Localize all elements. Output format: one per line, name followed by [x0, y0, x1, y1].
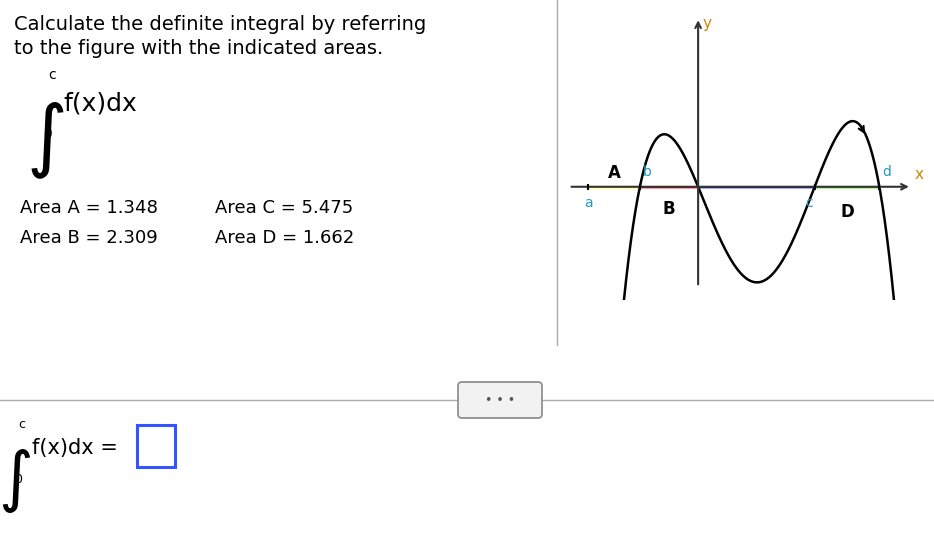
- Text: $\int$: $\int$: [0, 447, 32, 515]
- Text: b: b: [644, 165, 652, 179]
- Text: D: D: [840, 203, 854, 221]
- Text: d: d: [883, 165, 891, 179]
- Text: Area C = 5.475: Area C = 5.475: [215, 199, 353, 217]
- Text: Area D = 1.662: Area D = 1.662: [215, 229, 354, 247]
- FancyBboxPatch shape: [458, 382, 542, 418]
- Text: f(x)dx =: f(x)dx =: [32, 438, 118, 458]
- Text: 0: 0: [44, 127, 52, 141]
- Text: $\int$: $\int$: [26, 100, 64, 180]
- Text: A: A: [607, 164, 620, 182]
- Text: 0: 0: [14, 473, 22, 486]
- Text: c: c: [49, 68, 56, 82]
- Text: • • •: • • •: [485, 393, 515, 406]
- Text: c: c: [19, 418, 25, 431]
- Text: Area A = 1.348: Area A = 1.348: [20, 199, 158, 217]
- Text: Calculate the definite integral by referring: Calculate the definite integral by refer…: [14, 15, 426, 34]
- Text: C: C: [747, 109, 759, 127]
- Text: a: a: [584, 196, 592, 210]
- Text: B: B: [663, 200, 675, 218]
- FancyBboxPatch shape: [137, 425, 175, 467]
- Text: Area B = 2.309: Area B = 2.309: [20, 229, 158, 247]
- Text: f(x)dx: f(x)dx: [63, 92, 136, 116]
- Text: c: c: [805, 196, 813, 210]
- Text: y: y: [702, 16, 712, 31]
- Text: to the figure with the indicated areas.: to the figure with the indicated areas.: [14, 39, 383, 58]
- Text: x: x: [915, 166, 924, 181]
